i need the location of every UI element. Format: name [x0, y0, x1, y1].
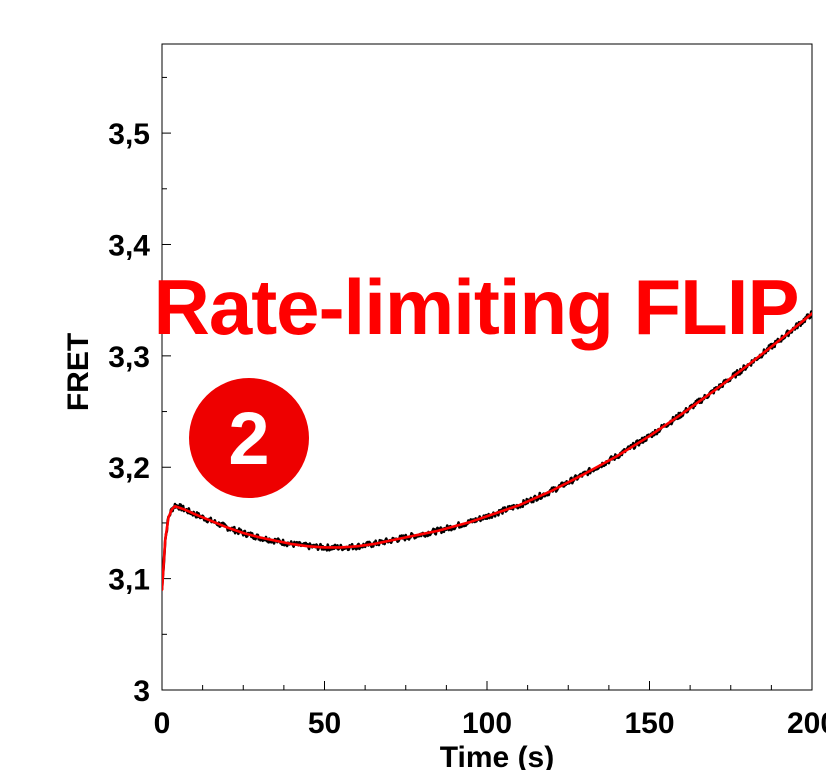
x-axis-ticks	[161, 681, 813, 690]
plot-frame	[161, 43, 813, 691]
y-tick-label: 3,5	[108, 118, 150, 151]
step-number-badge: 2	[189, 378, 309, 498]
step-badge-circle	[189, 378, 309, 498]
y-tick-label: 3,4	[108, 229, 150, 262]
step-badge-number: 2	[228, 397, 269, 480]
annotation-rate-limiting-flip: Rate-limiting FLIP	[154, 263, 799, 351]
x-tick-label: 50	[308, 707, 341, 740]
y-tick-label: 3,2	[108, 452, 150, 485]
x-tick-label: 100	[462, 707, 512, 740]
x-axis-title: Time (s)	[440, 741, 554, 770]
x-tick-label: 0	[154, 707, 171, 740]
series-layer	[162, 310, 812, 592]
x-tick-label: 150	[624, 707, 674, 740]
series-fit-line	[162, 312, 812, 592]
y-axis-tick-labels: 3 3,1 3,2 3,3 3,4 3,5	[108, 118, 150, 708]
x-axis-tick-labels: 0 50 100 150 200	[154, 707, 826, 740]
y-tick-label: 3,3	[108, 341, 150, 374]
y-axis-title: FRET	[62, 333, 95, 411]
y-axis-ticks	[162, 76, 171, 691]
y-tick-label: 3,1	[108, 564, 150, 597]
y-tick-label: 3	[133, 675, 150, 708]
x-tick-label: 200	[787, 707, 826, 740]
